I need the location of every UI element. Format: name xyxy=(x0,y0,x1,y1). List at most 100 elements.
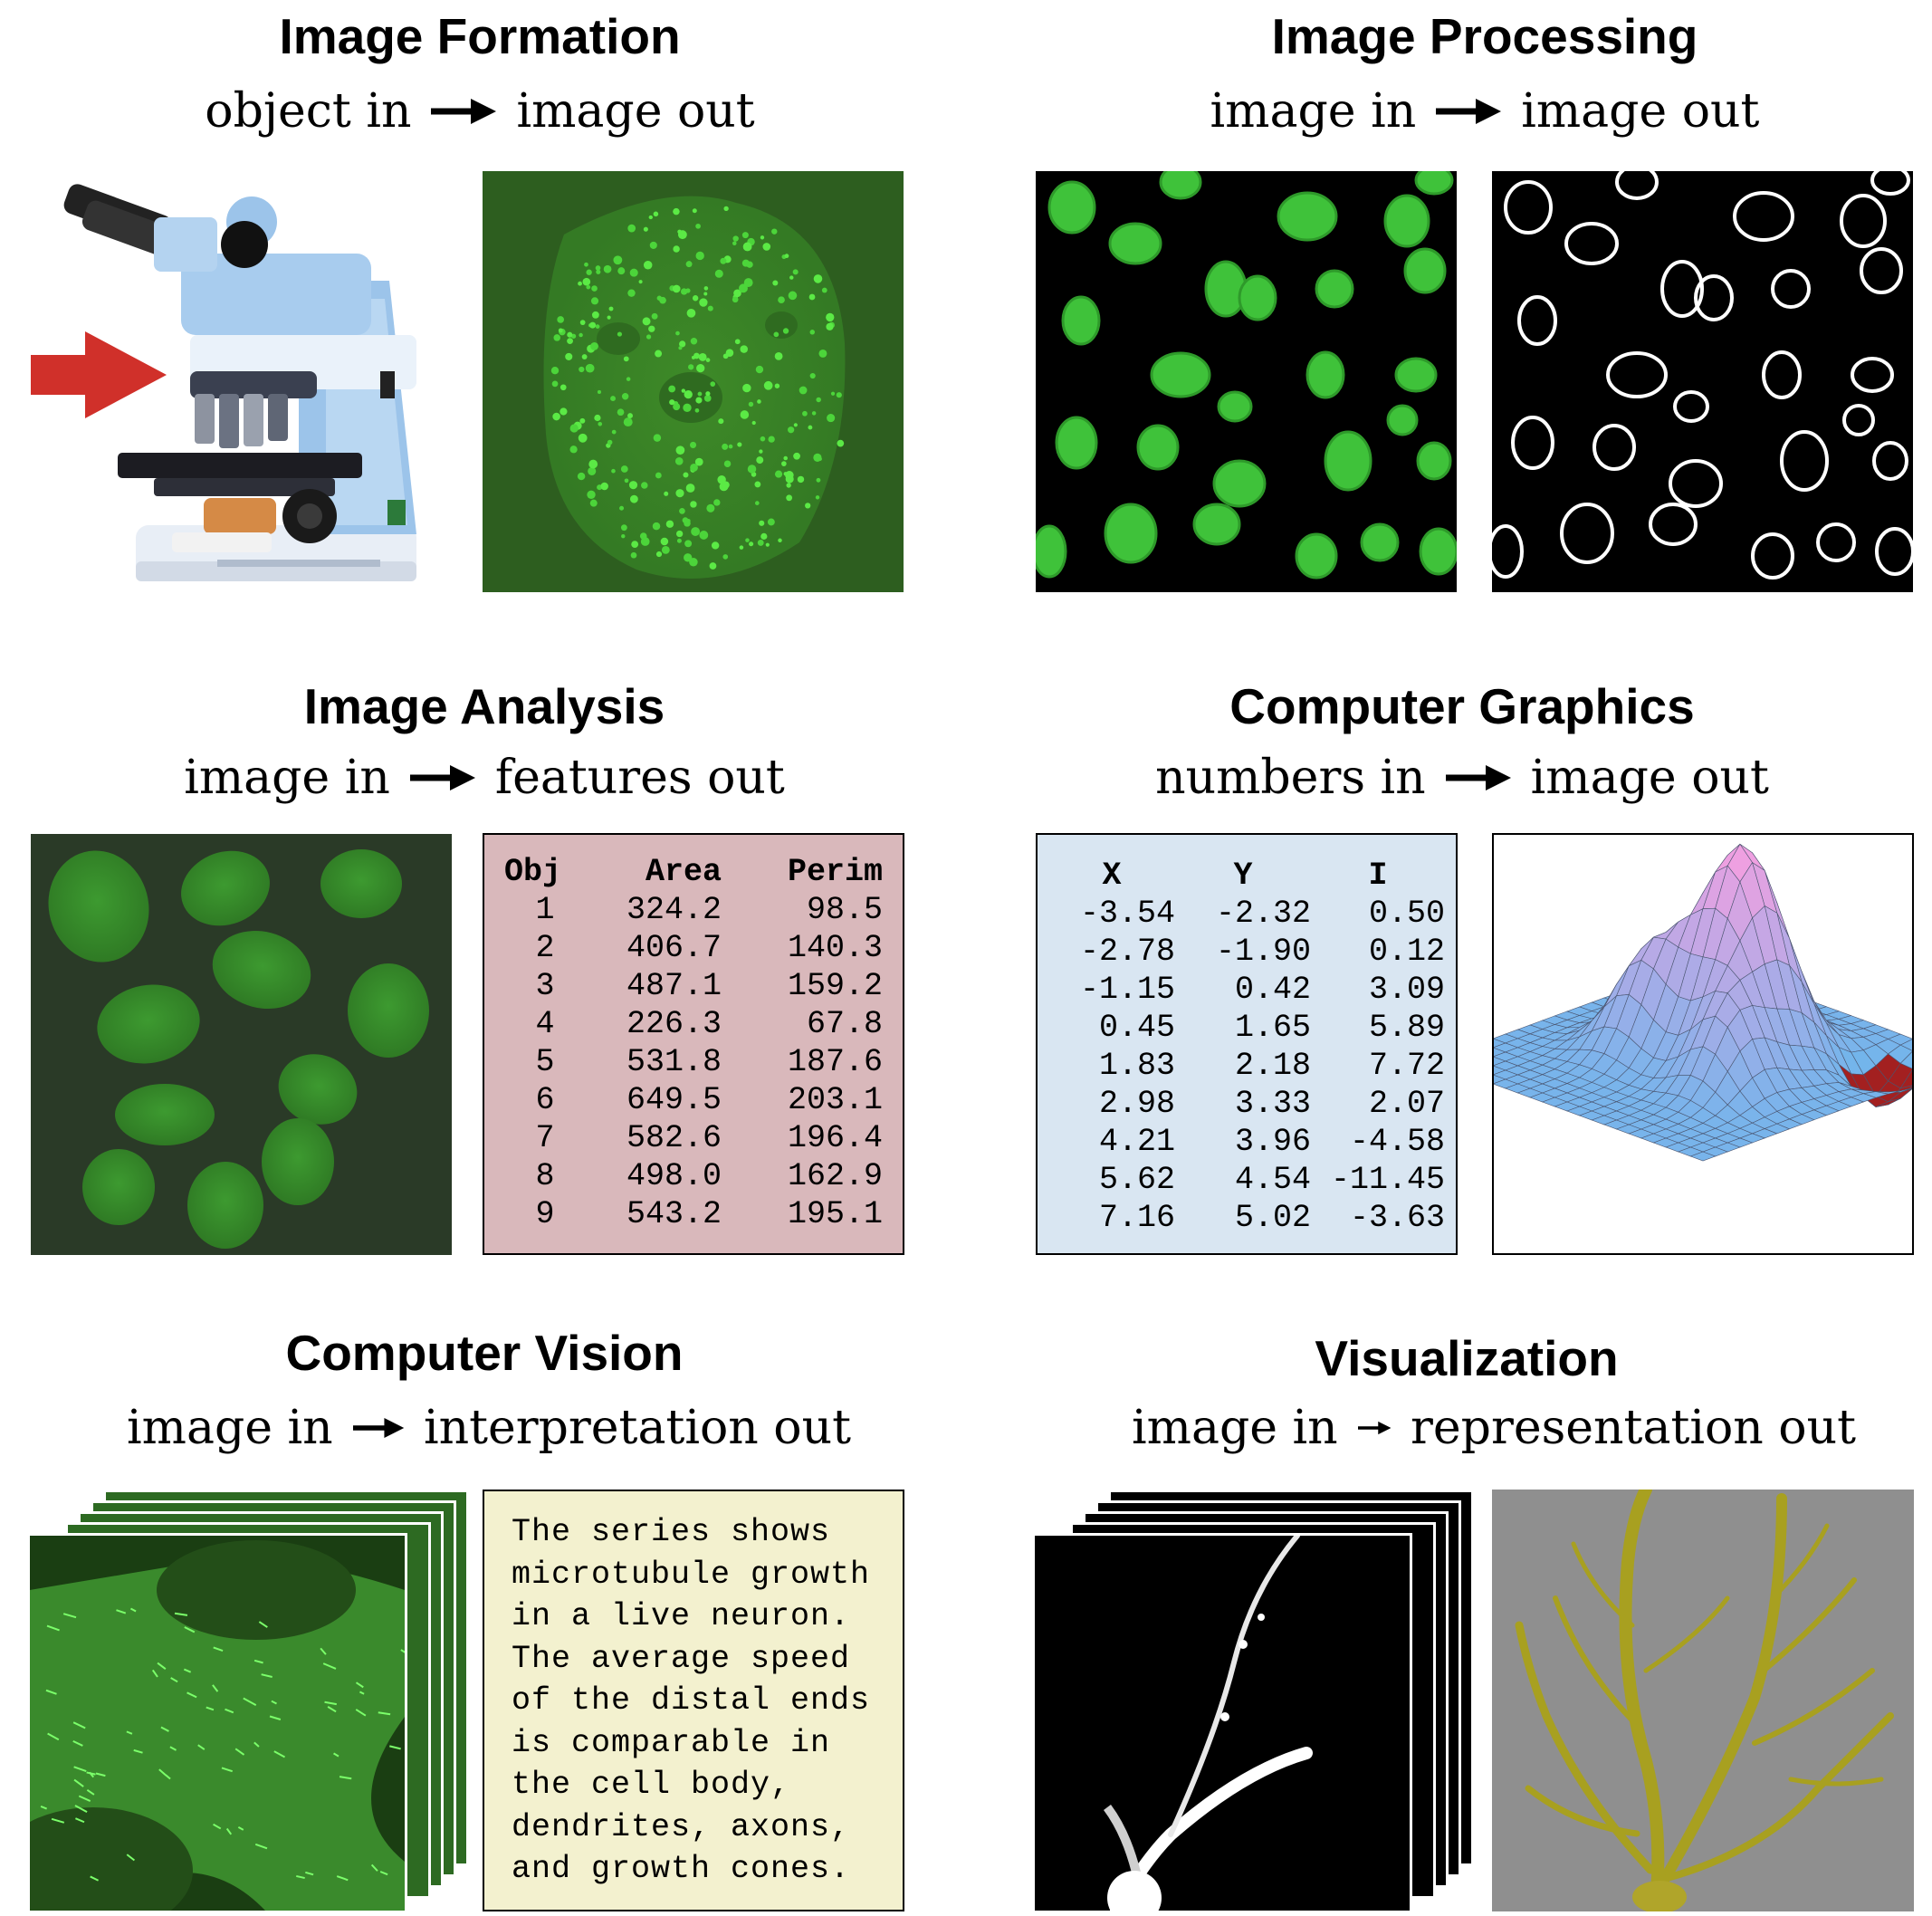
input-label: image in xyxy=(184,751,390,805)
right-arrow-icon xyxy=(1436,99,1502,124)
neuron-image-stack xyxy=(27,1490,469,1915)
table-cell: 4 xyxy=(535,1006,555,1042)
table-cell: 3.33 xyxy=(1234,1086,1311,1122)
interpretation-text-panel: The series shows microtubule growth in a l… xyxy=(483,1490,904,1911)
table-cell: 98.5 xyxy=(806,892,883,928)
table-cell: 406.7 xyxy=(626,930,722,966)
table-cell: 5.02 xyxy=(1234,1200,1311,1236)
table-row: 7.16 5.02 -3.63 xyxy=(1048,1199,1445,1237)
table-row: 1 324.2 98.5 xyxy=(504,891,883,929)
table-cell: 7.16 xyxy=(1098,1200,1175,1236)
table-cell: 531.8 xyxy=(626,1044,722,1080)
title-image-formation: Image Formation xyxy=(279,8,681,64)
table-cell: -3.63 xyxy=(1349,1200,1445,1236)
nuclei-input-image xyxy=(1036,171,1457,592)
table-cell: 2.07 xyxy=(1368,1086,1445,1122)
table-row: 1.83 2.18 7.72 xyxy=(1048,1047,1445,1085)
table-cell: 7 xyxy=(535,1120,555,1156)
table-row: 4.21 3.96 -4.58 xyxy=(1048,1123,1445,1161)
table-cell: 162.9 xyxy=(787,1158,883,1194)
table-cell: 5 xyxy=(535,1044,555,1080)
column-header-perim: Perim xyxy=(787,854,883,890)
input-label: object in xyxy=(205,84,412,139)
table-cell: 1.65 xyxy=(1234,1010,1311,1046)
interpretation-line: the cell body, xyxy=(512,1767,791,1803)
right-arrow-icon xyxy=(409,765,475,790)
table-cell: 5.62 xyxy=(1098,1162,1175,1198)
table-cell: 196.4 xyxy=(787,1120,883,1156)
table-row: 2 406.7 140.3 xyxy=(504,929,883,967)
subtitle-visualization: image in representation out xyxy=(1132,1396,1856,1460)
table-cell: 1.83 xyxy=(1098,1048,1175,1084)
table-cell: 3.09 xyxy=(1368,972,1445,1008)
table-row: 2.98 3.33 2.07 xyxy=(1048,1085,1445,1123)
interpretation-line: microtubule growth xyxy=(512,1556,871,1593)
dendrite-image-stack xyxy=(1032,1490,1474,1915)
table-cell: 140.3 xyxy=(787,930,883,966)
table-row: -1.15 0.42 3.09 xyxy=(1048,971,1445,1009)
interpretation-line: The series shows xyxy=(512,1514,831,1550)
subtitle-image-analysis: image in features out xyxy=(154,746,815,810)
red-arrow-icon xyxy=(31,331,167,418)
table-row: -3.54 -2.32 0.50 xyxy=(1048,895,1445,933)
table-cell: 487.1 xyxy=(626,968,722,1004)
table-cell: 0.45 xyxy=(1098,1010,1175,1046)
table-cell: 0.50 xyxy=(1368,896,1445,932)
right-arrow-icon xyxy=(1357,1421,1392,1435)
nuclei-edges-image xyxy=(1492,171,1913,592)
table-cell: 226.3 xyxy=(626,1006,722,1042)
numbers-table-panel: X Y I -3.54 -2.32 0.50 -2.78 -1.90 0.12 -1.15 0… xyxy=(1036,833,1458,1255)
table-cell: -2.78 xyxy=(1079,934,1175,970)
input-label: image in xyxy=(1210,84,1417,139)
table-row: 5.62 4.54 -11.45 xyxy=(1048,1161,1445,1199)
subtitle-image-processing: image in image out xyxy=(1168,80,1802,143)
table-cell: 5.89 xyxy=(1368,1010,1445,1046)
table-cell: -4.58 xyxy=(1349,1124,1445,1160)
column-header-obj: Obj xyxy=(504,854,562,890)
table-cell: 203.1 xyxy=(787,1082,883,1118)
title-visualization: Visualization xyxy=(1315,1330,1619,1386)
table-row: 0.45 1.65 5.89 xyxy=(1048,1009,1445,1047)
interpretation-line: and growth cones. xyxy=(512,1851,851,1887)
output-label: image out xyxy=(1521,84,1760,139)
table-header-row: X Y I xyxy=(1048,857,1445,895)
table-row: 3 487.1 159.2 xyxy=(504,967,883,1005)
interpretation-line: is comparable in xyxy=(512,1724,831,1761)
interpretation-text: The series shows microtubule growth in a l… xyxy=(512,1511,903,1891)
table-cell: 543.2 xyxy=(626,1196,722,1232)
table-cell: 6 xyxy=(535,1082,555,1118)
table-cell: -1.15 xyxy=(1079,972,1175,1008)
column-header-i: I xyxy=(1368,857,1388,894)
output-label: representation out xyxy=(1411,1401,1856,1455)
table-cell: 0.12 xyxy=(1368,934,1445,970)
table-row: 7 582.6 196.4 xyxy=(504,1119,883,1157)
table-cell: 195.1 xyxy=(787,1196,883,1232)
table-cell: 4.54 xyxy=(1234,1162,1311,1198)
table-row: -2.78 -1.90 0.12 xyxy=(1048,933,1445,971)
output-label: image out xyxy=(516,84,755,139)
subtitle-computer-vision: image in interpretation out xyxy=(127,1396,851,1460)
right-arrow-icon xyxy=(352,1418,404,1438)
right-arrow-icon xyxy=(1445,765,1511,790)
table-cell: 2.18 xyxy=(1234,1048,1311,1084)
column-header-x: X xyxy=(1102,857,1122,894)
cells-analysis-image xyxy=(31,834,452,1255)
table-cell: 1 xyxy=(535,892,555,928)
table-row: 9 543.2 195.1 xyxy=(504,1195,883,1233)
input-label: numbers in xyxy=(1155,751,1426,805)
features-table-panel: Obj Area Perim 1 324.2 98.5 2 406.7 140.3 3 487… xyxy=(483,833,904,1255)
table-cell: 187.6 xyxy=(787,1044,883,1080)
table-cell: 0.42 xyxy=(1234,972,1311,1008)
numbers-table: X Y I -3.54 -2.32 0.50 -2.78 -1.90 0.12 -1.15 0… xyxy=(1048,857,1445,1237)
output-label: image out xyxy=(1530,751,1769,805)
table-cell: -2.32 xyxy=(1215,896,1311,932)
table-cell: 9 xyxy=(535,1196,555,1232)
microscope-image xyxy=(27,181,444,598)
table-cell: -1.90 xyxy=(1215,934,1311,970)
table-cell: 582.6 xyxy=(626,1120,722,1156)
output-label: features out xyxy=(494,751,785,805)
title-computer-graphics: Computer Graphics xyxy=(1229,678,1695,734)
surface-plot-image xyxy=(1492,833,1914,1255)
table-cell: 8 xyxy=(535,1158,555,1194)
interpretation-line: in a live neuron. xyxy=(512,1598,851,1634)
